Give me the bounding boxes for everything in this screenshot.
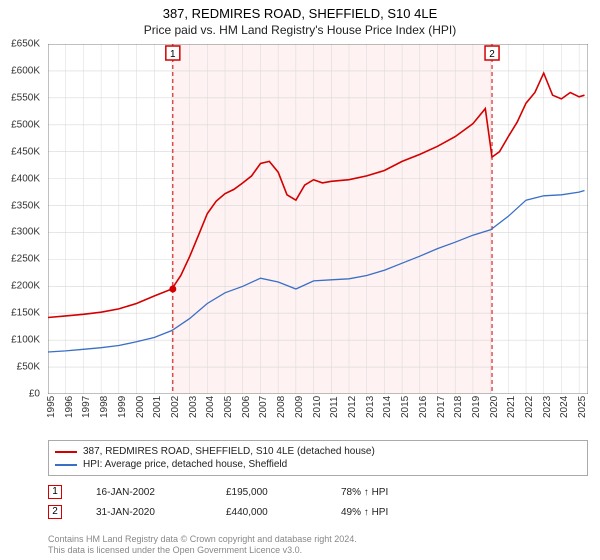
svg-text:1: 1 [170,49,176,60]
x-tick-label: 2007 [258,396,269,418]
y-tick-label: £500K [11,119,40,130]
x-tick-label: 2010 [312,396,323,418]
legend: 387, REDMIRES ROAD, SHEFFIELD, S10 4LE (… [48,440,588,476]
sale-price: £440,000 [226,507,341,518]
sale-row: 2 31-JAN-2020 £440,000 49% ↑ HPI [48,502,588,522]
x-tick-label: 2019 [471,396,482,418]
x-tick-label: 2022 [524,396,535,418]
x-tick-label: 2024 [559,396,570,418]
svg-text:2: 2 [489,49,495,60]
y-axis-labels: £0£50K£100K£150K£200K£250K£300K£350K£400… [0,44,44,394]
y-tick-label: £200K [11,281,40,292]
x-tick-label: 2020 [489,396,500,418]
x-tick-label: 2001 [152,396,163,418]
y-tick-label: £650K [11,39,40,50]
sale-table: 1 16-JAN-2002 £195,000 78% ↑ HPI 2 31-JA… [48,482,588,522]
legend-item-hpi: HPI: Average price, detached house, Shef… [55,458,581,471]
x-tick-label: 1999 [117,396,128,418]
y-tick-label: £0 [29,389,40,400]
attribution-line-1: Contains HM Land Registry data © Crown c… [48,534,588,545]
y-tick-label: £600K [11,65,40,76]
legend-swatch [55,464,77,466]
legend-swatch [55,451,77,453]
y-tick-label: £250K [11,254,40,265]
line-chart: 12 [48,44,588,394]
y-tick-label: £150K [11,308,40,319]
legend-label: HPI: Average price, detached house, Shef… [83,459,287,470]
page-subtitle: Price paid vs. HM Land Registry's House … [0,21,600,37]
x-tick-label: 2023 [542,396,553,418]
sale-pct: 49% ↑ HPI [341,507,451,518]
y-tick-label: £300K [11,227,40,238]
x-tick-label: 2006 [241,396,252,418]
chart-area: 12 [48,44,588,394]
x-tick-label: 2009 [294,396,305,418]
y-tick-label: £450K [11,146,40,157]
sale-marker-1: 1 [48,485,62,499]
x-tick-label: 2013 [365,396,376,418]
x-tick-label: 2021 [506,396,517,418]
x-tick-label: 2002 [170,396,181,418]
x-tick-label: 1997 [81,396,92,418]
x-tick-label: 2012 [347,396,358,418]
sale-price: £195,000 [226,487,341,498]
y-tick-label: £400K [11,173,40,184]
attribution: Contains HM Land Registry data © Crown c… [48,534,588,557]
x-tick-label: 2000 [135,396,146,418]
x-tick-label: 2008 [276,396,287,418]
sale-row: 1 16-JAN-2002 £195,000 78% ↑ HPI [48,482,588,502]
x-tick-label: 2014 [382,396,393,418]
x-tick-label: 1996 [64,396,75,418]
sale-date: 31-JAN-2020 [96,507,226,518]
x-tick-label: 2005 [223,396,234,418]
x-tick-label: 2025 [577,396,588,418]
x-tick-label: 2018 [453,396,464,418]
page-title: 387, REDMIRES ROAD, SHEFFIELD, S10 4LE [0,0,600,21]
x-tick-label: 2003 [188,396,199,418]
x-tick-label: 2017 [436,396,447,418]
x-tick-label: 1998 [99,396,110,418]
sale-pct: 78% ↑ HPI [341,487,451,498]
y-tick-label: £50K [17,362,40,373]
x-tick-label: 2011 [329,396,340,418]
sale-date: 16-JAN-2002 [96,487,226,498]
y-tick-label: £550K [11,92,40,103]
sale-marker-2: 2 [48,505,62,519]
x-tick-label: 2016 [418,396,429,418]
y-tick-label: £350K [11,200,40,211]
y-tick-label: £100K [11,335,40,346]
legend-label: 387, REDMIRES ROAD, SHEFFIELD, S10 4LE (… [83,446,375,457]
x-tick-label: 1995 [46,396,57,418]
x-tick-label: 2004 [205,396,216,418]
legend-item-property: 387, REDMIRES ROAD, SHEFFIELD, S10 4LE (… [55,445,581,458]
x-tick-label: 2015 [400,396,411,418]
page: 387, REDMIRES ROAD, SHEFFIELD, S10 4LE P… [0,0,600,560]
attribution-line-2: This data is licensed under the Open Gov… [48,545,588,556]
x-axis-labels: 1995 1996 1997 1998 1999 2000 2001 2002 2003 2004… [48,396,588,446]
